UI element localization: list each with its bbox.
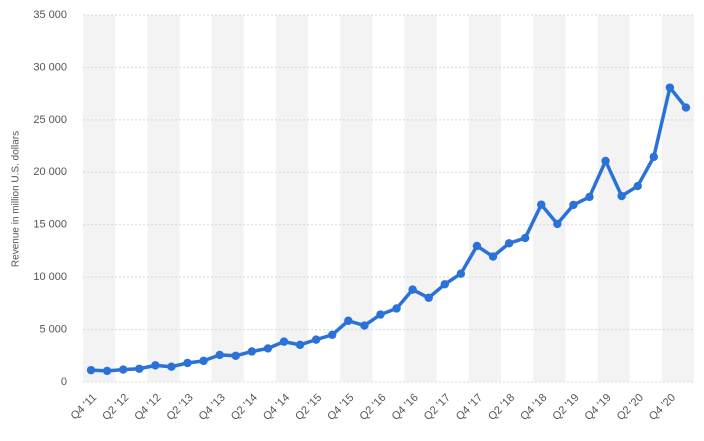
x-tick-label: Q4 '19 — [583, 392, 614, 423]
point — [633, 181, 642, 191]
x-tick-label: Q2 '12 — [100, 392, 131, 423]
x-tick-label: Q2 '19 — [550, 392, 581, 423]
y-tick-label: 30 000 — [33, 61, 67, 73]
point — [279, 337, 289, 346]
x-tick-label: Q2 '14 — [229, 392, 260, 423]
point — [649, 152, 659, 162]
point — [231, 351, 240, 360]
point — [472, 241, 482, 251]
point — [360, 321, 369, 330]
point — [617, 191, 626, 201]
point — [263, 344, 273, 353]
point — [86, 365, 96, 375]
point — [553, 219, 562, 229]
x-tick-label: Q4 '16 — [390, 392, 421, 423]
point — [681, 103, 691, 112]
x-tick-label: Q4 '17 — [454, 392, 485, 423]
point — [215, 350, 224, 360]
point — [408, 285, 417, 294]
point — [504, 239, 514, 248]
y-axis-label: Revenue in million U.S. dollars — [11, 131, 22, 267]
point — [328, 330, 337, 340]
y-tick-label: 15 000 — [33, 219, 67, 231]
stripe — [533, 15, 566, 382]
x-tick-label: Q2 '20 — [615, 392, 646, 423]
x-tick-label: Q4 '13 — [197, 392, 228, 423]
point — [537, 200, 546, 209]
x-tick-label: Q4 '11 — [69, 392, 100, 423]
x-tick-label: Q4 '12 — [132, 392, 163, 423]
point — [585, 192, 594, 202]
point — [344, 316, 353, 325]
x-tick-label: Q2 '13 — [165, 392, 196, 423]
point — [167, 362, 176, 371]
point — [665, 83, 675, 92]
x-tick-label: Q4 '15 — [325, 392, 356, 423]
point — [569, 200, 578, 210]
x-tick-label: Q4 '20 — [647, 392, 678, 423]
stripe — [211, 15, 244, 382]
line — [90, 85, 688, 373]
point — [151, 361, 160, 370]
point — [183, 358, 192, 368]
point — [295, 340, 305, 350]
point — [135, 364, 144, 373]
stripe — [83, 15, 116, 382]
point — [311, 335, 321, 344]
point — [440, 280, 449, 289]
point — [247, 347, 257, 356]
y-tick-label: 10 000 — [33, 271, 67, 283]
point — [520, 233, 530, 243]
y-tick-label: 35 000 — [33, 9, 67, 21]
x-tick-label: Q4 '14 — [261, 392, 292, 423]
stripe — [468, 15, 502, 382]
x-tick-label: Q2 '16 — [357, 392, 388, 423]
point — [199, 356, 208, 366]
y-tick-label: 25 000 — [33, 114, 67, 126]
point — [102, 366, 112, 376]
point — [424, 293, 433, 302]
point — [456, 269, 466, 278]
stripe — [661, 15, 694, 382]
y-tick-label: 5 000 — [39, 323, 67, 335]
y-tick-label: 0 — [61, 376, 67, 388]
x-tick-label: Q2 '18 — [486, 392, 517, 423]
x-tick-label: Q4 '18 — [518, 392, 549, 423]
x-tick-label: Q2 '15 — [293, 392, 324, 423]
y-tick-label: 20 000 — [33, 166, 67, 178]
point — [601, 156, 610, 166]
point — [376, 310, 385, 319]
point — [392, 304, 401, 313]
point — [488, 252, 498, 261]
x-tick-label: Q2 '17 — [422, 392, 453, 423]
stripe — [275, 15, 309, 382]
point — [118, 365, 128, 374]
stripe — [404, 15, 437, 382]
stripe — [147, 15, 180, 382]
